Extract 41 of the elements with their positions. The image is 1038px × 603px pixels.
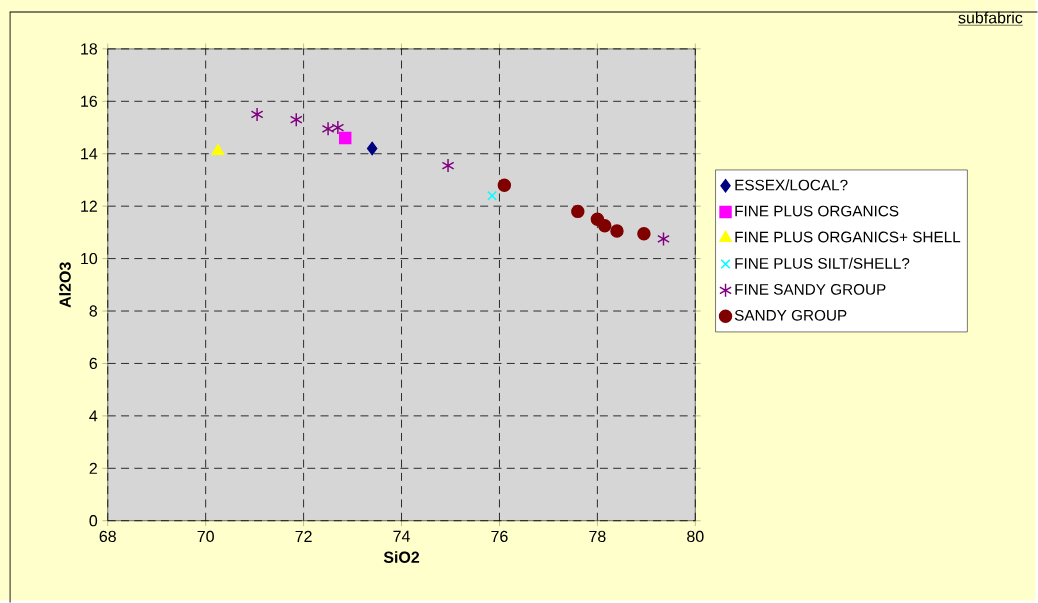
legend-title: subfabric (958, 11, 1023, 24)
legend-label: FINE SANDY GROUP (735, 283, 886, 295)
point (321, 121, 335, 137)
point (657, 231, 670, 247)
y-tick-label: 16 (81, 95, 98, 107)
x-axis-title: SiO2 (383, 551, 420, 563)
point (289, 112, 303, 127)
point (610, 224, 624, 238)
point (487, 190, 498, 201)
legend-label: FINE PLUS ORGANICS+ SHELL (735, 231, 961, 243)
y-tick-label: 18 (81, 43, 98, 55)
point (366, 141, 378, 156)
point (598, 219, 612, 233)
x-tick-label: 78 (589, 530, 606, 543)
y-tick-label: 2 (89, 462, 97, 474)
y-axis-title: Al2O3 (59, 262, 71, 308)
point (497, 178, 512, 192)
x-tick-label: 68 (99, 530, 116, 543)
legend-label: SANDY GROUP (734, 309, 847, 321)
point (637, 226, 651, 241)
point (211, 143, 225, 156)
point (571, 204, 585, 219)
y-tick-label: 4 (89, 410, 98, 422)
legend-label: FINE PLUS ORGANICS (735, 205, 899, 217)
point (441, 158, 455, 173)
point (250, 107, 264, 122)
y-tick-label: 0 (89, 515, 98, 527)
y-tick-label: 12 (81, 200, 97, 212)
x-tick-label: 74 (393, 530, 410, 542)
point (339, 131, 352, 145)
x-tick-label: 80 (687, 530, 704, 543)
point (331, 120, 345, 135)
y-tick-label: 10 (81, 252, 98, 265)
y-tick-label: 14 (81, 148, 98, 160)
x-tick-label: 72 (295, 530, 312, 542)
x-tick-label: 70 (197, 530, 214, 543)
x-tick-label: 76 (491, 530, 508, 543)
y-tick-label: 6 (89, 357, 98, 370)
legend-label: ESSEX/LOCAL? (735, 179, 848, 191)
y-tick-label: 8 (89, 305, 98, 317)
legend-label: FINE PLUS SILT/SHELL? (735, 257, 910, 269)
